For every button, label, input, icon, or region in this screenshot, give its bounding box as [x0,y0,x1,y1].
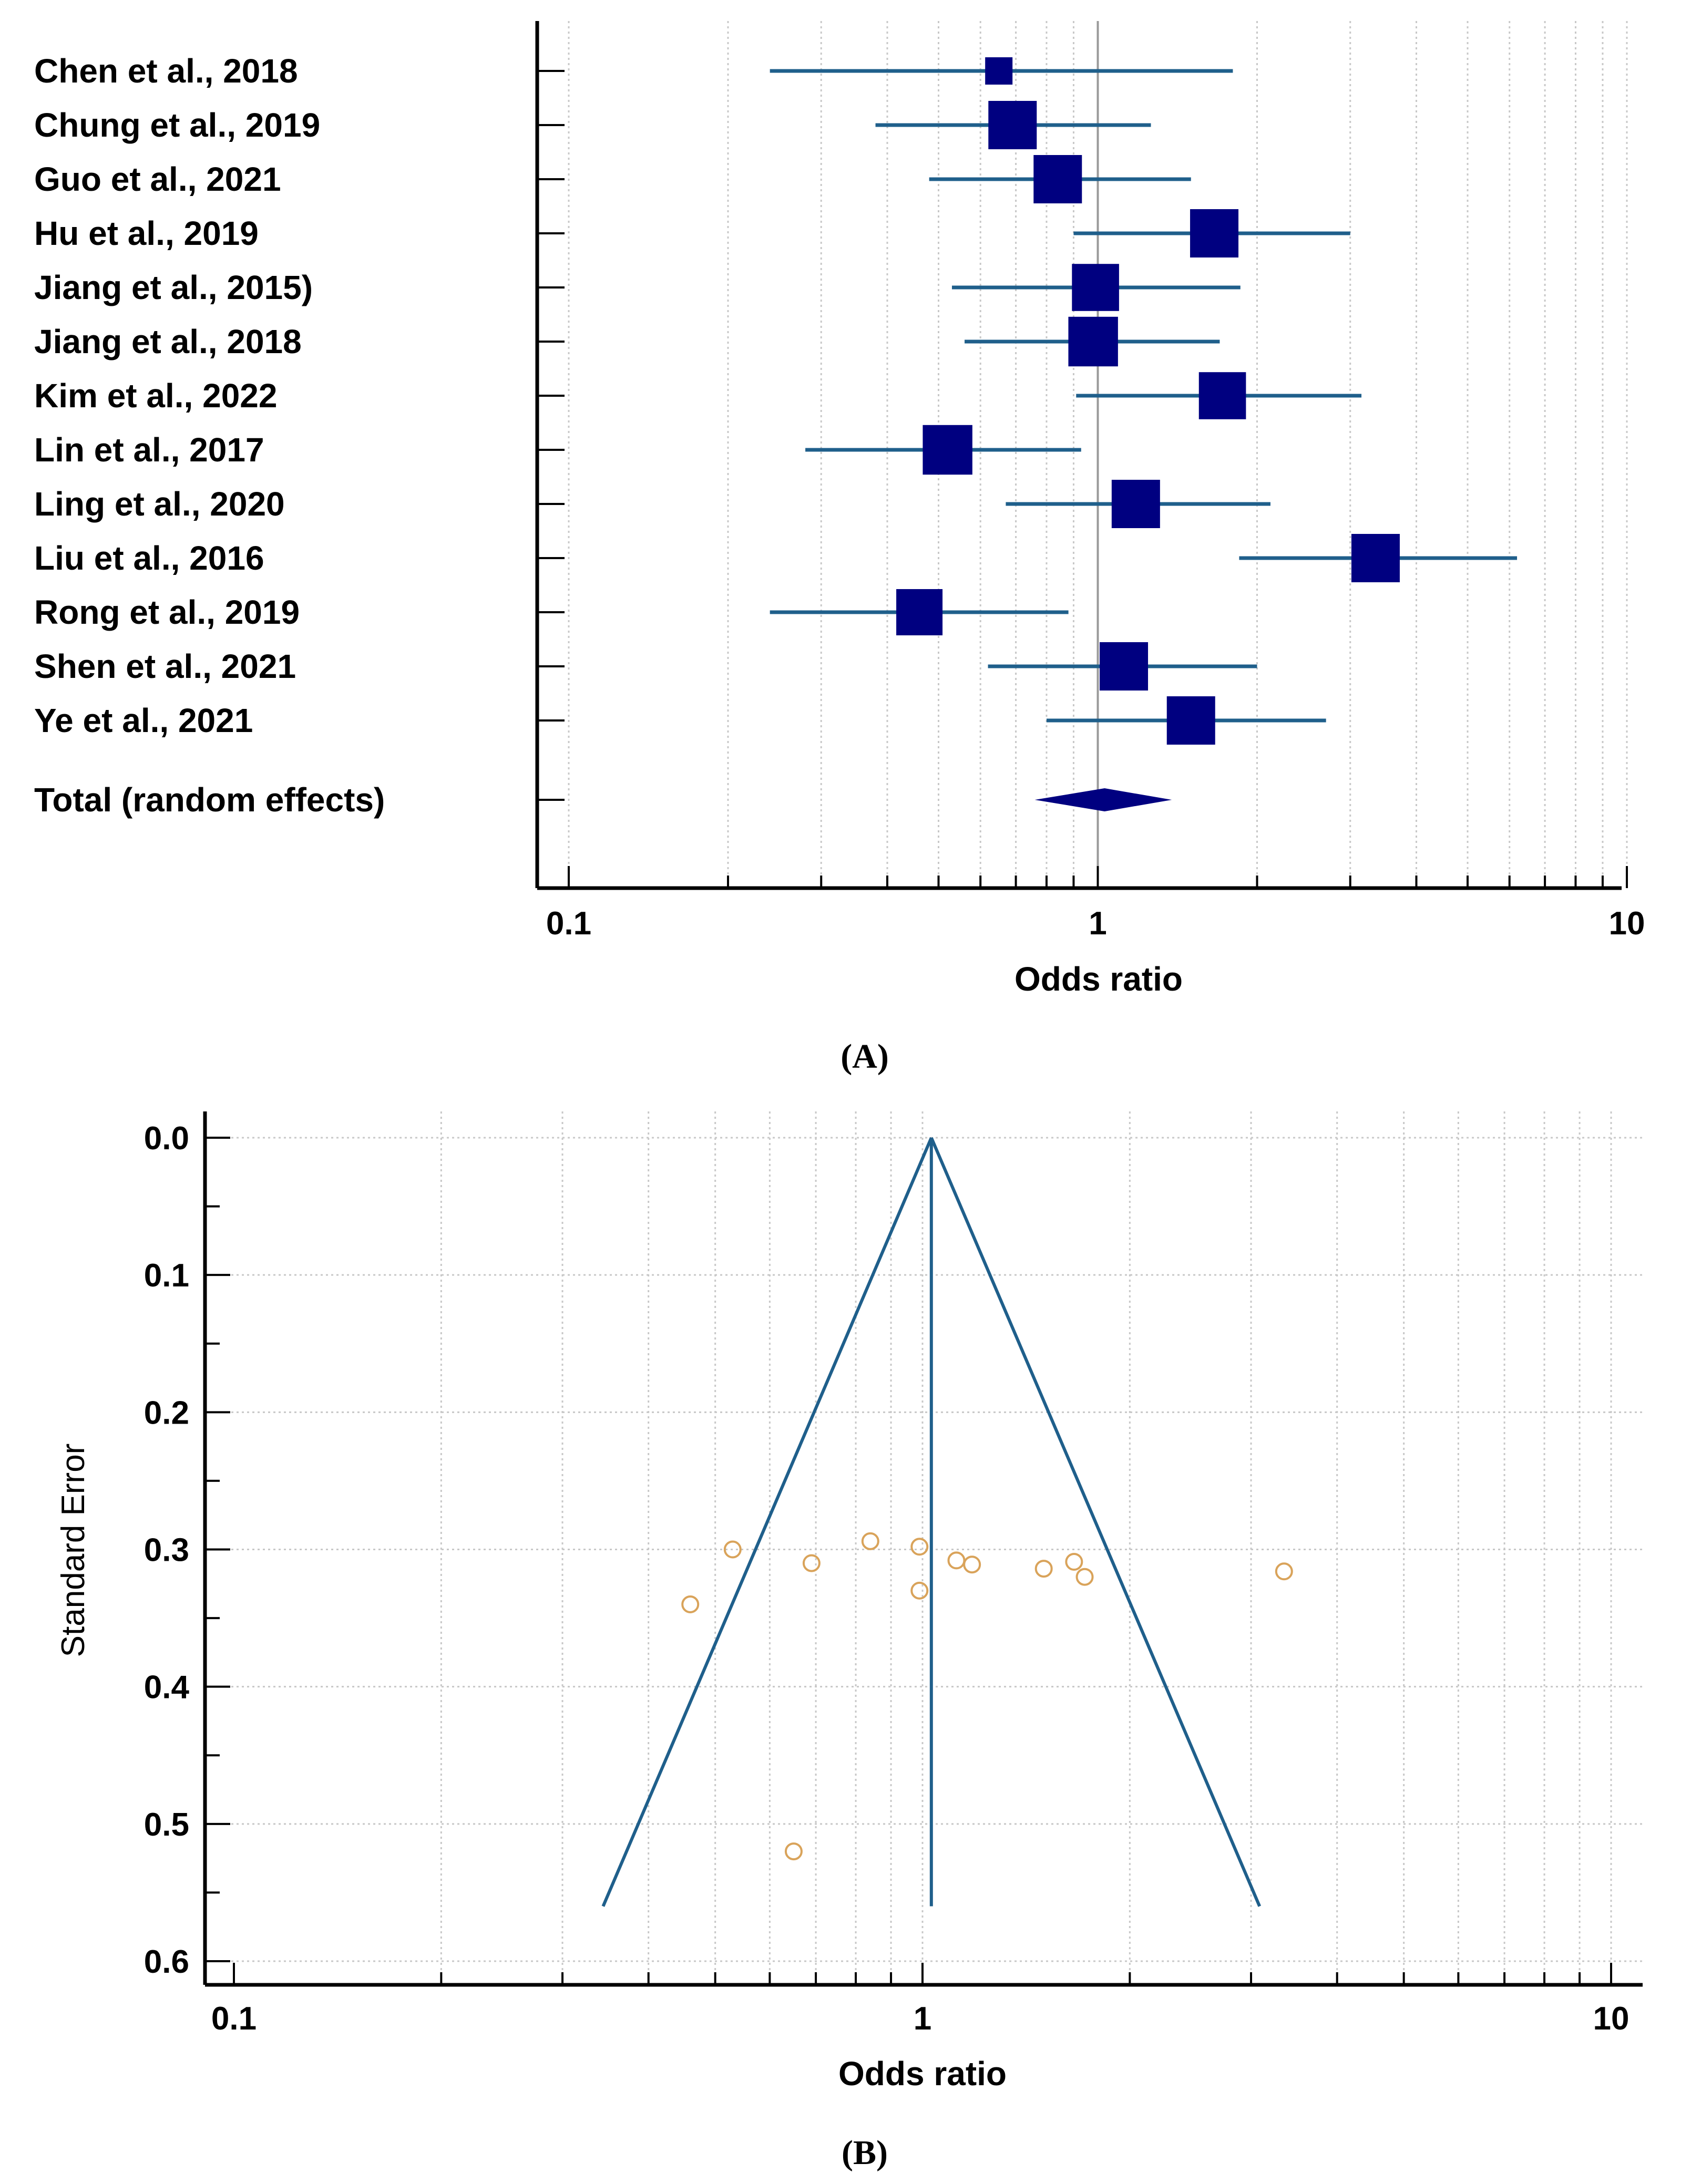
study-point [963,1555,981,1574]
funnel-y-tick-label: 0.3 [144,1532,189,1569]
study-label: Rong et al., 2019 [34,593,300,631]
study-marker [1100,642,1149,691]
study-label: Jiang et al., 2015) [34,269,313,306]
study-marker [1111,480,1160,528]
funnel-y-tick-label: 0.6 [144,1944,189,1980]
forest-gridlines [568,21,1628,888]
funnel-axes [203,1111,1643,1987]
forest-x-tick-labels: 0.1 1 10 [546,905,1645,942]
study-label: Ye et al., 2021 [34,702,253,739]
study-marker [1072,264,1119,311]
study-point [1065,1553,1083,1571]
funnel-lines [601,1137,1262,1907]
funnel-right-limit [930,1137,1262,1907]
funnel-tick-labels: 0.1 1 10 0.0 0.1 0.2 0.3 0.4 0.5 0.6 [144,1120,1629,2037]
study-marker [985,57,1013,85]
funnel-y-tick-label: 0.1 [144,1258,189,1294]
funnel-x-tick-label: 10 [1593,2001,1629,2037]
study-point [723,1540,742,1559]
funnel-plot: 0.1 1 10 0.0 0.1 0.2 0.3 0.4 0.5 0.6 Odds ratio S… [55,1111,1643,2093]
study-label: Hu et al., 2019 [34,214,259,252]
study-marker [1198,372,1246,419]
forest-markers [896,57,1400,811]
forest-x-tick-label: 0.1 [546,905,591,942]
panel-a-label: (A) [841,1037,889,1076]
forest-x-tick-label: 10 [1609,905,1645,942]
forest-x-tick-label: 1 [1089,905,1106,942]
forest-axes [535,21,1628,890]
study-marker [1190,209,1239,257]
total-diamond [1034,788,1172,811]
forest-plot: Chen et al., 2018 Chung et al., 2019 Guo e… [34,21,1645,998]
study-marker [923,425,972,475]
total-label: Total (random effects) [34,781,385,819]
study-label: Chung et al., 2019 [34,106,320,144]
study-label: Shen et al., 2021 [34,647,296,685]
funnel-x-tick-label: 0.1 [211,2001,257,2037]
study-label: Chen et al., 2018 [34,52,298,90]
funnel-y-tick-label: 0.5 [144,1807,189,1843]
funnel-study-points [681,1532,1293,1861]
study-point [802,1554,821,1572]
study-point [1275,1562,1293,1581]
study-marker [1166,696,1215,745]
funnel-y-tick-label: 0.2 [144,1395,189,1431]
panel-b-label: (B) [842,2134,888,2172]
funnel-y-tick-label: 0.4 [144,1670,190,1706]
funnel-x-axis-label: Odds ratio [838,2055,1007,2093]
funnel-y-axis-label: Standard Error [55,1444,91,1657]
study-point [1034,1560,1053,1578]
forest-x-axis-label: Odds ratio [1014,960,1183,998]
study-marker [896,589,943,635]
study-marker [988,101,1037,149]
funnel-gridlines [205,1111,1643,1985]
study-point [910,1581,929,1600]
study-label: Ling et al., 2020 [34,485,285,523]
study-label: Lin et al., 2017 [34,431,264,469]
study-point [910,1538,929,1556]
study-marker [1351,534,1400,582]
funnel-x-tick-label: 1 [914,2001,931,2037]
study-label: Guo et al., 2021 [34,160,281,198]
study-point [681,1595,700,1613]
study-point [784,1842,803,1861]
study-label: Kim et al., 2022 [34,377,277,415]
study-label: Jiang et al., 2018 [34,323,302,360]
study-label: Liu et al., 2016 [34,539,264,577]
funnel-y-tick-label: 0.0 [144,1120,189,1157]
forest-study-labels: Chen et al., 2018 Chung et al., 2019 Guo e… [34,52,385,819]
funnel-left-limit [601,1137,933,1907]
study-marker [1068,316,1118,367]
study-point [1075,1568,1094,1586]
study-point [861,1532,879,1550]
study-marker [1033,155,1082,203]
